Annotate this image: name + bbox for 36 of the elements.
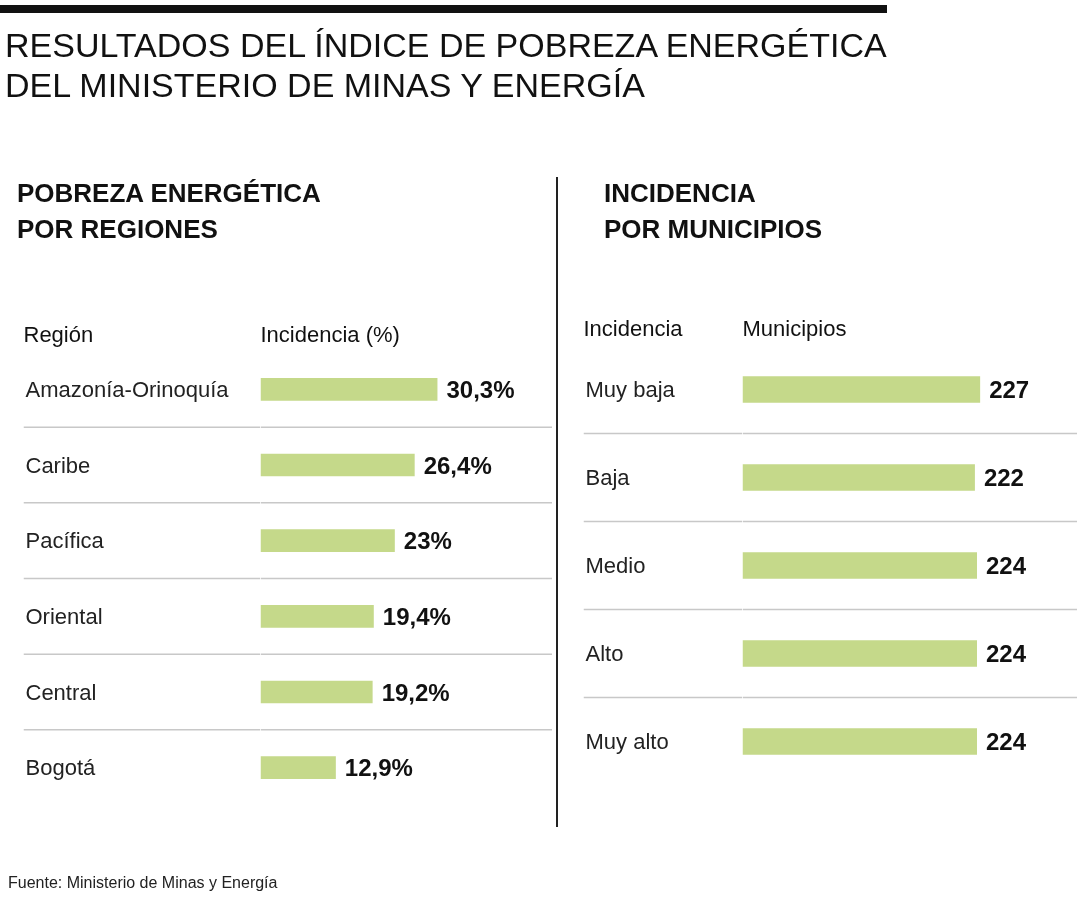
y-tick-label: Muy alto [585, 729, 669, 754]
data-label: 227 [989, 376, 1030, 403]
bar [260, 529, 395, 553]
y-tick-label: Central [25, 679, 97, 705]
y-tick-label: Amazonía-Orinoquía [25, 376, 230, 402]
x-axis-title: Municipios [742, 315, 847, 341]
bar [260, 680, 373, 704]
bar [260, 756, 336, 780]
data-label: 224 [986, 552, 1027, 579]
y-tick-label: Oriental [25, 603, 103, 629]
bar [260, 377, 438, 401]
data-label: 30,3% [446, 375, 515, 403]
data-label: 23% [403, 527, 452, 555]
data-label: 222 [983, 464, 1024, 491]
data-label: 12,9% [344, 754, 413, 782]
y-tick-label: Caribe [25, 452, 91, 478]
y-tick-label: Pacífica [25, 528, 105, 554]
source-note: Fuente: Ministerio de Minas y Energía [8, 873, 278, 893]
y-tick-label: Alto [585, 641, 624, 666]
bar [260, 604, 374, 628]
data-label: 19,2% [381, 678, 450, 706]
x-axis-title: Incidencia (%) [260, 321, 400, 347]
chart-title: INCIDENCIA POR MUNICIPIOS [604, 177, 823, 246]
data-label: 224 [986, 640, 1027, 667]
y-axis-title: Región [23, 321, 94, 347]
bar [260, 453, 415, 477]
y-tick-label: Medio [585, 553, 646, 578]
y-tick-label: Baja [585, 465, 631, 490]
chart-title: RESULTADOS DEL ÍNDICE DE POBREZA ENERGÉTICA DEL MINISTERIO DE MINAS Y ENERGÍA [5, 25, 887, 105]
chart-subtitle: POBREZA ENERGÉTICA POR REGIONES [17, 177, 321, 246]
y-tick-label: Bogotá [25, 755, 96, 781]
y-axis-title: Incidencia [583, 315, 684, 341]
data-label: 26,4% [423, 451, 492, 479]
data-label: 224 [986, 728, 1027, 755]
y-tick-label: Muy baja [585, 377, 676, 402]
data-label: 19,4% [382, 602, 451, 630]
